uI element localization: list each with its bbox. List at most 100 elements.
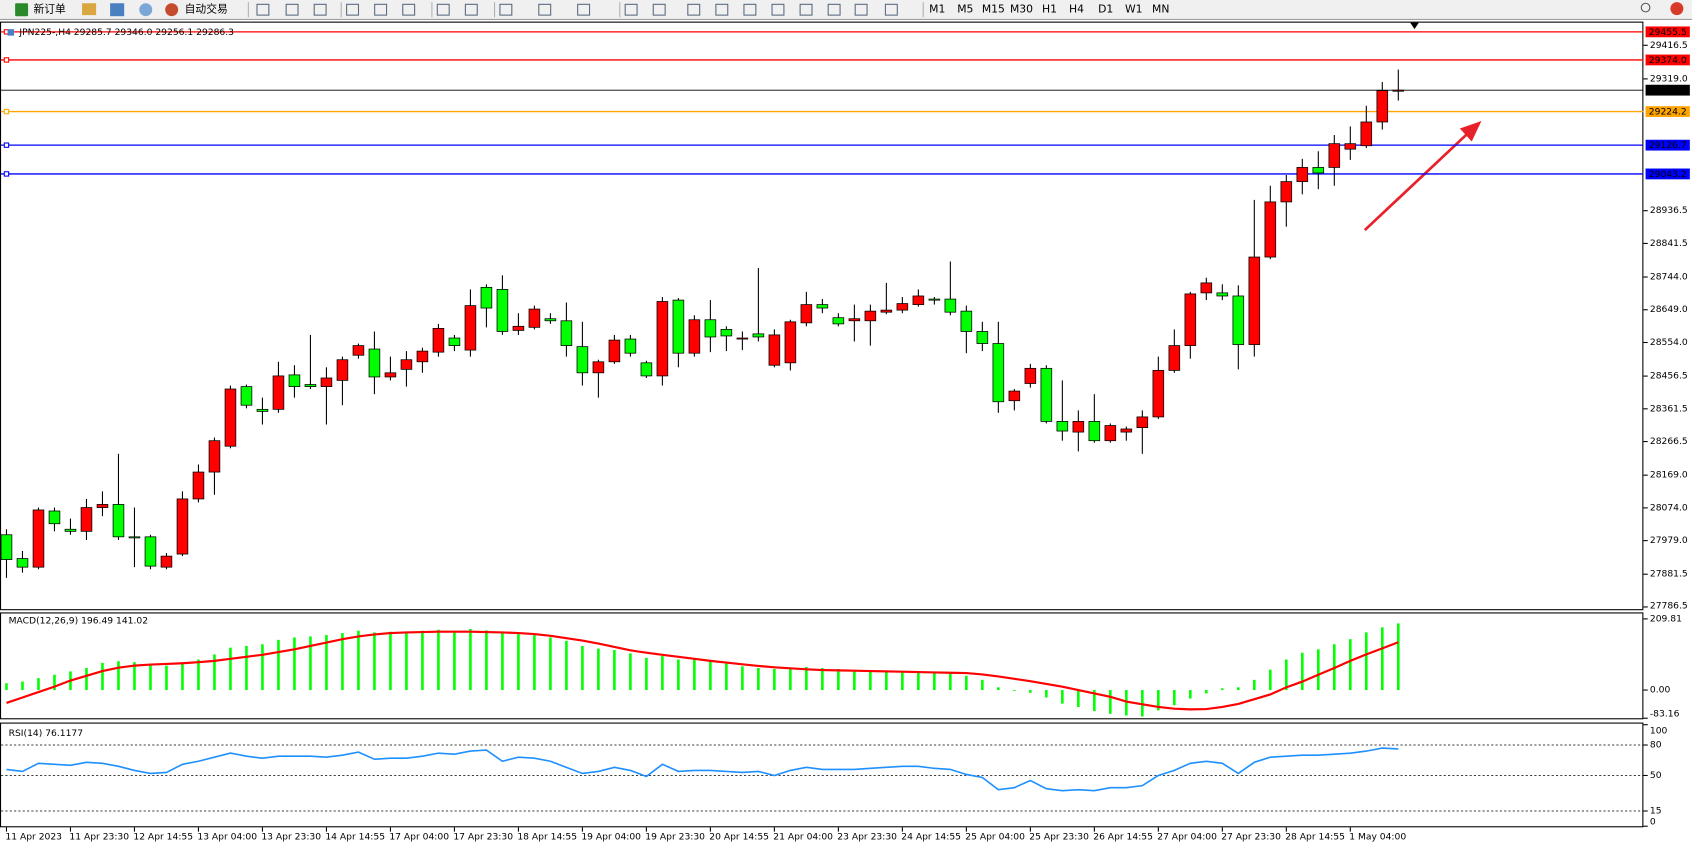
y-tick-label: 28744.0 [1650, 272, 1688, 283]
tool-icon[interactable] [402, 3, 416, 16]
candle-body [256, 408, 269, 412]
timeframe-button[interactable]: M1 [929, 3, 945, 16]
candle-body [1200, 282, 1213, 294]
tool-icon[interactable] [624, 3, 638, 16]
tool-icon[interactable] [884, 3, 898, 16]
candle-body [800, 304, 813, 324]
timeframe-button[interactable]: W1 [1125, 3, 1143, 16]
macd-bar [117, 661, 120, 691]
tool-icon[interactable] [687, 3, 701, 16]
candle-body [944, 298, 957, 313]
tool-icon[interactable] [346, 3, 360, 16]
timeframe-bar: M1 M5 M15 M30 H1 H4 D1 W1 MN [929, 3, 1169, 16]
candle-body [1248, 256, 1261, 345]
tool-icon[interactable] [652, 3, 666, 16]
auto-trading-button[interactable]: 自动交易 [165, 3, 228, 17]
y-tick-label: 27881.5 [1650, 569, 1688, 580]
tool-icon[interactable] [715, 3, 729, 16]
macd-bar [837, 669, 840, 691]
candle-body [192, 471, 205, 500]
candle-body [736, 337, 749, 340]
tool-icon[interactable] [464, 3, 478, 16]
macd-bar [389, 631, 392, 691]
y-tick-label: 80 [1650, 740, 1662, 751]
toolbar-bg [0, 0, 1692, 20]
tool-icon[interactable] [827, 3, 841, 16]
timeframe-button[interactable]: M5 [957, 3, 973, 16]
timeframe-button[interactable]: D1 [1098, 3, 1113, 16]
candle-body [672, 299, 685, 354]
candle-body [400, 359, 413, 370]
macd-bar [981, 679, 984, 691]
icon [139, 3, 153, 17]
macd-bar [1285, 659, 1288, 691]
timeframe-button[interactable]: M15 [982, 3, 1005, 16]
tool-icon[interactable] [256, 3, 270, 16]
tool-icon[interactable] [538, 3, 552, 16]
macd-bar [309, 636, 312, 691]
price-tag-label: 29455.5 [1649, 27, 1687, 38]
x-tick-label: 13 Apr 04:00 [197, 832, 257, 843]
x-tick-label: 20 Apr 14:55 [709, 832, 769, 843]
x-tick-label: 13 Apr 23:30 [261, 832, 321, 843]
candle-body [1152, 370, 1165, 418]
candle-body [720, 329, 733, 337]
tool-icon[interactable] [374, 3, 388, 16]
macd-bar [1269, 669, 1272, 691]
macd-bar [405, 631, 408, 691]
macd-bar [261, 644, 264, 691]
macd-bar [1173, 690, 1176, 706]
level-anchor [3, 171, 10, 177]
candle-body [896, 303, 909, 311]
macd-bar [1093, 690, 1096, 712]
tool-icon[interactable] [854, 3, 868, 16]
macd-bar [325, 635, 328, 691]
price-tag-label: 29374.0 [1649, 55, 1687, 66]
timeframe-button[interactable]: M30 [1010, 3, 1033, 16]
candle-body [336, 359, 349, 381]
x-tick-label: 21 Apr 04:00 [773, 832, 833, 843]
x-tick-label: 25 Apr 23:30 [1029, 832, 1089, 843]
candle-body [1312, 167, 1325, 174]
tool-icon[interactable] [799, 3, 813, 16]
tool-icon[interactable] [577, 3, 591, 16]
candle-body [80, 507, 93, 532]
timeframe-button[interactable]: H1 [1042, 3, 1057, 16]
macd-bar [1045, 690, 1048, 698]
rsi-panel-frame [0, 722, 1644, 828]
alert-icon[interactable] [1670, 2, 1684, 16]
macd-bar [965, 675, 968, 691]
tool-icon[interactable] [436, 3, 450, 16]
macd-bar [709, 661, 712, 691]
candle-body [1040, 367, 1053, 422]
search-icon[interactable] [1640, 2, 1651, 13]
macd-bar [1396, 623, 1400, 691]
tool-icon[interactable] [313, 3, 327, 16]
macd-bar [1301, 652, 1304, 691]
tool-icon[interactable] [743, 3, 757, 16]
macd-bar [933, 672, 936, 691]
candle-body [352, 345, 365, 356]
candle-body [112, 504, 125, 538]
timeframe-button[interactable]: MN [1152, 3, 1169, 16]
candle-body [1216, 292, 1229, 297]
x-tick-label: 27 Apr 04:00 [1157, 832, 1217, 843]
new-order-button[interactable]: 新订单 [15, 3, 66, 17]
macd-bar [565, 640, 568, 691]
macd-bar [693, 659, 696, 691]
macd-bar [629, 653, 632, 691]
timeframe-button[interactable]: H4 [1069, 3, 1084, 16]
tool-icon[interactable] [771, 3, 785, 16]
level-anchor [3, 142, 10, 148]
candle-body [1392, 89, 1405, 92]
macd-bar [773, 669, 776, 691]
x-tick-label: 1 May 04:00 [1349, 832, 1406, 843]
candle-body [320, 377, 333, 387]
candle-body [544, 318, 557, 322]
macd-bar [1349, 639, 1352, 691]
price-tag-label: 29224.2 [1649, 107, 1687, 118]
tool-icon[interactable] [499, 3, 513, 16]
tool-icon[interactable] [285, 3, 299, 16]
candle-body [176, 498, 189, 555]
candle-body [768, 334, 781, 366]
